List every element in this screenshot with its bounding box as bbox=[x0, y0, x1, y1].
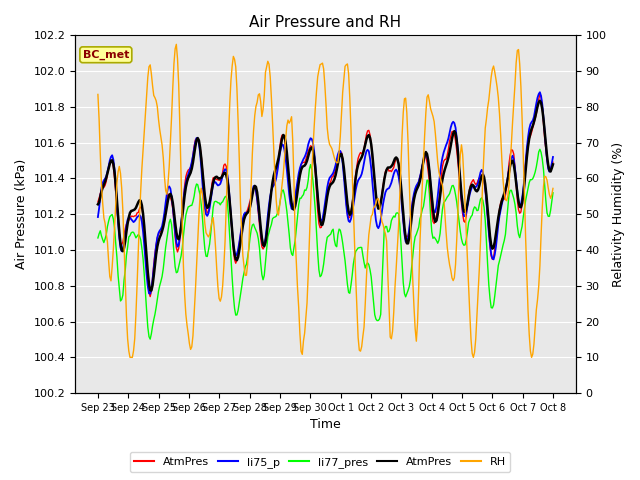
Text: BC_met: BC_met bbox=[83, 49, 129, 60]
Title: Air Pressure and RH: Air Pressure and RH bbox=[250, 15, 401, 30]
Y-axis label: Air Pressure (kPa): Air Pressure (kPa) bbox=[15, 159, 28, 269]
Y-axis label: Relativity Humidity (%): Relativity Humidity (%) bbox=[612, 142, 625, 287]
X-axis label: Time: Time bbox=[310, 419, 341, 432]
Legend: AtmPres, li75_p, li77_pres, AtmPres, RH: AtmPres, li75_p, li77_pres, AtmPres, RH bbox=[130, 452, 510, 472]
